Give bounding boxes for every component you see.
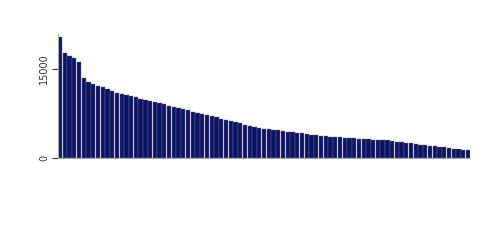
Bar xyxy=(157,103,162,158)
Bar xyxy=(371,140,375,158)
Bar xyxy=(62,53,67,158)
Bar xyxy=(86,82,91,158)
Bar xyxy=(338,137,342,158)
Bar xyxy=(442,147,446,157)
Bar xyxy=(110,91,114,158)
Bar xyxy=(224,120,228,158)
Bar xyxy=(452,149,456,157)
Bar xyxy=(129,96,133,158)
Bar xyxy=(248,126,252,157)
Bar xyxy=(390,141,394,157)
Bar xyxy=(172,107,176,158)
Bar xyxy=(238,123,242,158)
Bar xyxy=(290,132,295,158)
Bar xyxy=(257,128,262,157)
Bar xyxy=(281,131,285,158)
Bar xyxy=(300,133,304,157)
Bar xyxy=(205,115,209,158)
Bar xyxy=(361,139,366,157)
Bar xyxy=(233,122,238,158)
Bar xyxy=(115,93,119,158)
Bar xyxy=(295,133,300,158)
Bar xyxy=(139,99,143,158)
Bar xyxy=(399,142,404,157)
Bar xyxy=(423,145,428,158)
Bar xyxy=(243,124,247,158)
Bar xyxy=(195,113,200,158)
Bar xyxy=(409,143,413,157)
Bar xyxy=(309,135,313,157)
Bar xyxy=(134,97,138,158)
Bar xyxy=(395,142,399,158)
Bar xyxy=(419,144,423,158)
Bar xyxy=(215,117,219,158)
Bar xyxy=(120,94,124,158)
Bar xyxy=(432,146,437,158)
Bar xyxy=(461,150,466,157)
Bar xyxy=(262,129,266,158)
Bar xyxy=(319,136,323,157)
Bar xyxy=(414,144,418,158)
Bar xyxy=(314,135,318,158)
Bar xyxy=(456,149,461,158)
Bar xyxy=(72,58,76,158)
Bar xyxy=(58,37,62,158)
Bar xyxy=(328,137,333,157)
Bar xyxy=(219,119,223,158)
Bar xyxy=(124,95,129,158)
Bar xyxy=(333,137,337,158)
Bar xyxy=(105,89,109,158)
Bar xyxy=(153,102,157,158)
Bar xyxy=(200,114,204,158)
Bar xyxy=(347,138,351,158)
Bar xyxy=(210,116,214,158)
Bar xyxy=(324,136,328,158)
Bar xyxy=(466,151,470,158)
Bar xyxy=(352,138,356,158)
Bar xyxy=(357,139,361,158)
Bar xyxy=(404,143,408,158)
Bar xyxy=(191,112,195,158)
Bar xyxy=(177,108,181,158)
Bar xyxy=(186,110,190,158)
Bar xyxy=(305,134,309,158)
Bar xyxy=(343,138,347,157)
Bar xyxy=(286,132,290,158)
Bar xyxy=(428,146,432,158)
Bar xyxy=(148,101,152,158)
Bar xyxy=(385,140,389,158)
Bar xyxy=(271,130,276,158)
Bar xyxy=(82,78,86,158)
Bar xyxy=(376,140,380,158)
Bar xyxy=(228,121,233,158)
Bar xyxy=(162,104,167,158)
Bar xyxy=(447,148,451,158)
Bar xyxy=(167,106,171,158)
Bar xyxy=(276,130,280,158)
Bar xyxy=(96,86,100,158)
Bar xyxy=(181,109,185,158)
Bar xyxy=(100,87,105,158)
Bar xyxy=(77,62,81,158)
Bar xyxy=(143,100,147,158)
Bar xyxy=(252,127,257,158)
Bar xyxy=(381,140,385,158)
Bar xyxy=(67,56,72,158)
Bar xyxy=(266,129,271,157)
Bar xyxy=(91,84,96,158)
Bar xyxy=(366,139,371,158)
Bar xyxy=(437,147,442,158)
